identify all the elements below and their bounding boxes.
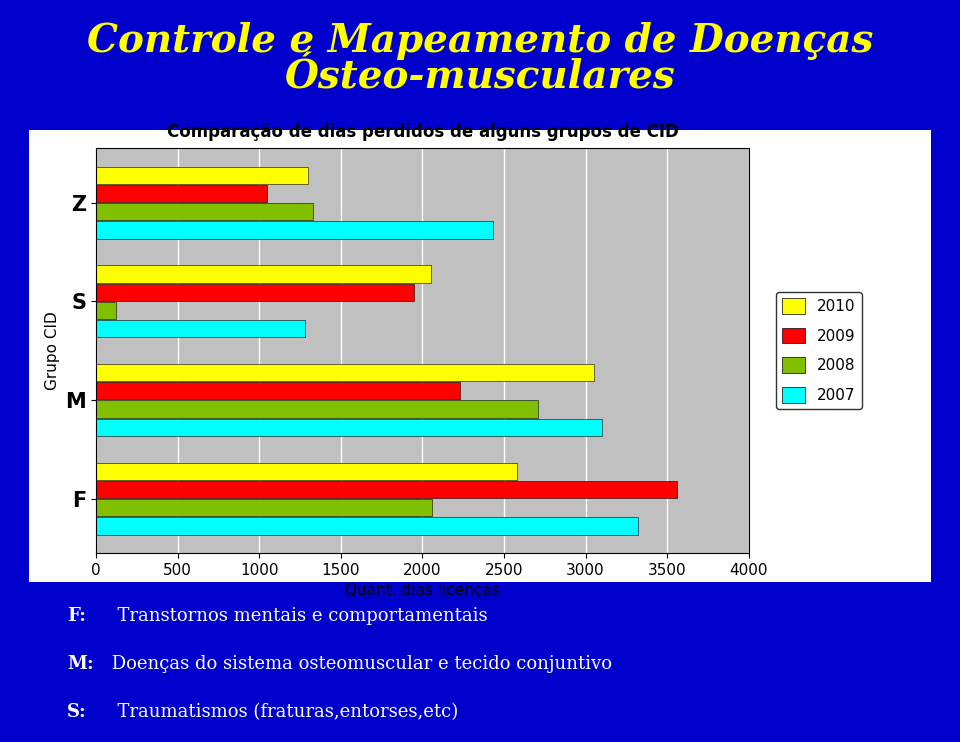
Bar bbox=[96, 185, 267, 202]
Bar bbox=[96, 481, 677, 498]
Bar bbox=[96, 221, 492, 239]
Text: F:: F: bbox=[67, 607, 86, 625]
Bar bbox=[96, 167, 308, 184]
Bar bbox=[96, 499, 432, 516]
Bar bbox=[96, 320, 305, 338]
Bar bbox=[96, 418, 602, 436]
Bar bbox=[96, 364, 593, 381]
Text: Transtornos mentais e comportamentais: Transtornos mentais e comportamentais bbox=[106, 607, 488, 625]
Bar bbox=[96, 382, 460, 399]
Text: Grupo CID: Grupo CID bbox=[45, 311, 60, 390]
Bar bbox=[96, 302, 115, 319]
Legend: 2010, 2009, 2008, 2007: 2010, 2009, 2008, 2007 bbox=[776, 292, 862, 410]
Bar bbox=[96, 401, 539, 418]
Bar bbox=[96, 203, 313, 220]
Text: Doenças do sistema osteomuscular e tecido conjuntivo: Doenças do sistema osteomuscular e tecid… bbox=[106, 655, 612, 673]
Text: Ósteo-musculares: Ósteo-musculares bbox=[284, 59, 676, 97]
Bar bbox=[96, 462, 517, 480]
Text: S:: S: bbox=[67, 703, 86, 721]
Bar bbox=[96, 266, 430, 283]
Text: M:: M: bbox=[67, 655, 94, 673]
Bar bbox=[96, 517, 637, 534]
Text: Traumatismos (fraturas,entorses,etc): Traumatismos (fraturas,entorses,etc) bbox=[106, 703, 458, 721]
Bar bbox=[96, 283, 415, 301]
X-axis label: Quant. dias licenças: Quant. dias licenças bbox=[345, 583, 500, 598]
Title: Comparação de dias perdidos de alguns grupos de CID: Comparação de dias perdidos de alguns gr… bbox=[166, 123, 679, 141]
Text: Controle e Mapeamento de Doenças: Controle e Mapeamento de Doenças bbox=[86, 22, 874, 60]
